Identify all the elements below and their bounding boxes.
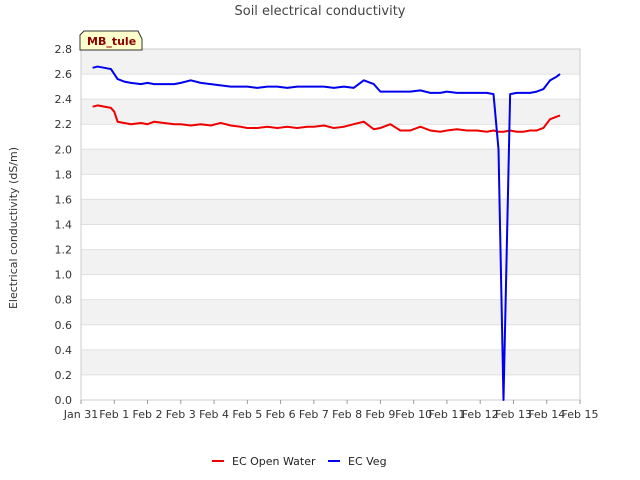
y-tick-label: 1.8: [55, 168, 73, 181]
series-line-ec-veg: [92, 65, 561, 401]
background-band: [81, 324, 580, 350]
site-label-box: [79, 30, 143, 51]
x-tick-label: Feb 13: [495, 408, 532, 421]
background-band: [81, 174, 580, 200]
background-band: [81, 349, 580, 375]
series-lines: [92, 65, 561, 401]
y-axis-label: Electrical conductivity (dS/m): [7, 147, 20, 309]
background-band: [81, 149, 580, 175]
background-band: [81, 249, 580, 275]
background-band: [81, 99, 580, 125]
series-line-ec-open-water: [92, 104, 561, 133]
y-tick-label: 2.8: [55, 43, 73, 56]
y-tick-label: 2.6: [55, 68, 73, 81]
x-tick-label: Feb 2: [133, 408, 163, 421]
legend: EC Open Water EC Veg: [212, 455, 387, 468]
x-tick-label: Feb 14: [528, 408, 565, 421]
x-tick-label: Feb 11: [428, 408, 465, 421]
x-tick-label: Feb 7: [299, 408, 329, 421]
background-band: [81, 374, 580, 400]
y-tick-label: 1.2: [55, 244, 73, 257]
chart-title: Soil electrical conductivity: [234, 4, 405, 19]
background-band: [81, 274, 580, 300]
y-tick-label: 0.4: [55, 344, 73, 357]
y-tick-label: 2.0: [55, 143, 73, 156]
x-tick-label: Feb 1: [99, 408, 129, 421]
x-tick-label: Feb 6: [266, 408, 296, 421]
x-tick-label: Feb 9: [365, 408, 395, 421]
background-band: [81, 224, 580, 250]
plot-background-bands: [81, 49, 580, 400]
y-tick-label: 2.2: [55, 118, 73, 131]
x-tick-labels: Jan 31 Feb 1 Feb 2 Feb 3 Feb 4 Feb 5 Feb 6 Feb …: [63, 400, 599, 421]
background-band: [81, 199, 580, 225]
x-tick-label: Feb 12: [462, 408, 499, 421]
x-tick-label: Feb 8: [332, 408, 362, 421]
y-tick-label: 2.4: [55, 93, 73, 106]
legend-label: EC Open Water: [232, 455, 316, 468]
x-tick-label: Feb 4: [199, 408, 229, 421]
y-tick-label: 1.6: [55, 193, 73, 206]
x-tick-label: Feb 5: [232, 408, 262, 421]
y-tick-labels: 0.0 0.2 0.4 0.6 0.8 1.0 1.2 1.4 1.6 1.8 2.0 2.2 2.4 2…: [55, 43, 73, 407]
y-tick-label: 1.4: [55, 219, 73, 232]
x-tick-label: Feb 10: [395, 408, 432, 421]
y-tick-label: 0.8: [55, 294, 73, 307]
y-tick-label: 0.0: [55, 394, 73, 407]
y-tick-label: 1.0: [55, 269, 73, 282]
y-tick-label: 0.2: [55, 369, 73, 382]
legend-label: EC Veg: [348, 455, 387, 468]
background-band: [81, 299, 580, 325]
x-tick-label: Jan 31: [63, 408, 98, 421]
site-label-badge: MB_tule: [79, 30, 143, 51]
x-tick-label: Feb 3: [166, 408, 196, 421]
x-tick-label: Feb 15: [562, 408, 599, 421]
site-label-text: MB_tule: [87, 35, 136, 48]
plot-frame: [80, 48, 581, 401]
background-band: [81, 49, 580, 75]
y-tick-label: 0.6: [55, 319, 73, 332]
